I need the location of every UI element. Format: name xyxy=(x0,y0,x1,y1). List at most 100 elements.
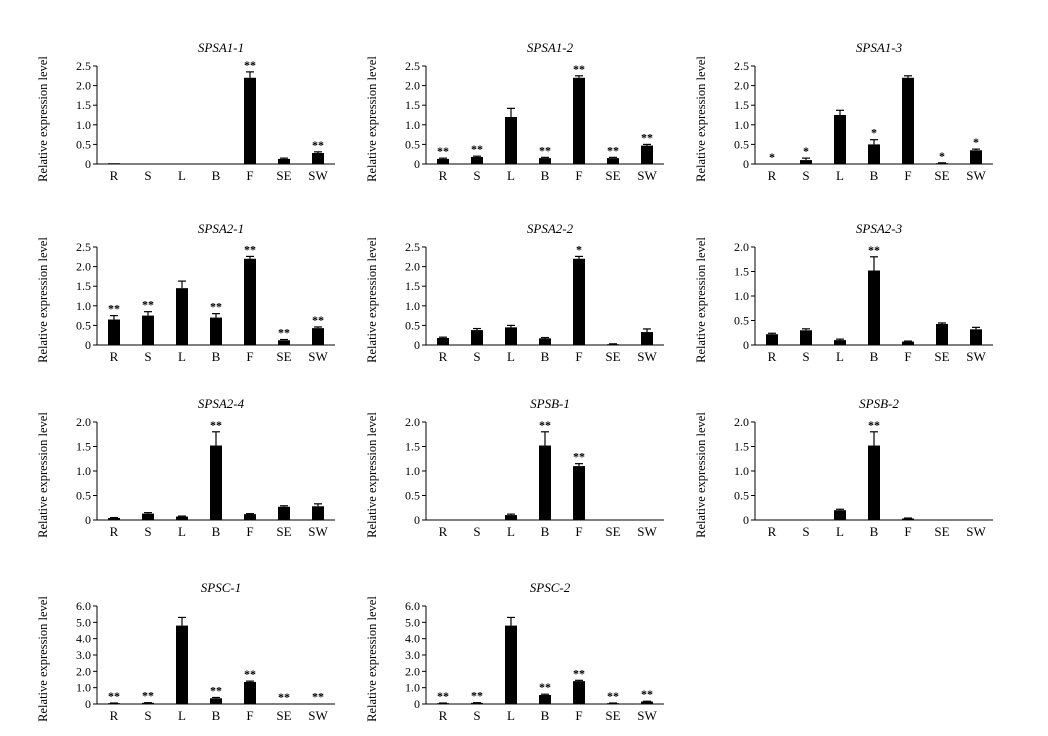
bar xyxy=(868,144,880,164)
x-tick-label: SE xyxy=(276,349,291,364)
x-tick-label: SW xyxy=(966,168,986,183)
x-tick-label: F xyxy=(246,168,253,183)
y-tick-label: 1.0 xyxy=(76,118,91,132)
x-tick-label: R xyxy=(110,524,119,539)
chart-title: SPSC-1 xyxy=(201,580,241,595)
x-tick-label: F xyxy=(904,349,911,364)
bar xyxy=(902,341,914,345)
bar xyxy=(142,315,154,345)
bar xyxy=(505,327,517,345)
y-tick-label: 2.0 xyxy=(405,79,420,93)
y-tick-label: 0 xyxy=(414,338,420,352)
y-tick-label: 1.0 xyxy=(734,289,749,303)
y-tick-label: 1.5 xyxy=(76,98,91,112)
x-tick-label: SE xyxy=(276,168,291,183)
y-tick-label: 0 xyxy=(85,513,91,527)
y-tick-label: 5.0 xyxy=(405,615,420,629)
x-tick-label: S xyxy=(802,168,809,183)
y-tick-label: 2.0 xyxy=(734,240,749,254)
significance-label: ** xyxy=(244,242,256,256)
x-tick-label: SW xyxy=(637,708,657,723)
bar xyxy=(505,625,517,704)
y-tick-label: 1.0 xyxy=(76,681,91,695)
x-tick-label: S xyxy=(802,349,809,364)
significance-label: ** xyxy=(312,313,324,327)
chart-title: SPSA1-2 xyxy=(527,40,574,55)
x-tick-label: SE xyxy=(934,168,949,183)
x-tick-label: SE xyxy=(605,524,620,539)
chart-title: SPSA1-1 xyxy=(198,40,244,55)
bar xyxy=(437,337,449,345)
y-tick-label: 2.0 xyxy=(405,415,420,429)
y-axis-label: Relative expression level xyxy=(36,237,50,363)
y-tick-label: 2.5 xyxy=(734,59,749,73)
x-tick-label: F xyxy=(575,349,582,364)
bar xyxy=(641,701,653,704)
bar xyxy=(936,323,948,345)
x-tick-label: R xyxy=(768,349,777,364)
x-tick-label: SE xyxy=(934,349,949,364)
y-tick-label: 2.0 xyxy=(76,664,91,678)
significance-label: ** xyxy=(471,689,483,703)
bar xyxy=(176,288,188,345)
significance-label: ** xyxy=(108,689,120,703)
y-tick-label: 0.5 xyxy=(734,489,749,503)
x-tick-label: R xyxy=(439,168,448,183)
bar xyxy=(108,163,120,164)
y-tick-label: 1.0 xyxy=(405,118,420,132)
bar xyxy=(936,163,948,164)
significance-label: ** xyxy=(573,666,585,680)
significance-label: ** xyxy=(244,667,256,681)
chart-panel: 0 0.5 1.0 1.5 2.0 2.5 Relative expression leve… xyxy=(365,40,664,183)
y-tick-label: 2.5 xyxy=(76,59,91,73)
chart-panel: 0 0.5 1.0 1.5 2.0 Relative expression level SP… xyxy=(36,396,335,539)
chart-title: SPSA1-3 xyxy=(856,40,903,55)
bar xyxy=(539,445,551,520)
significance-label: ** xyxy=(312,138,324,152)
bar xyxy=(641,145,653,164)
y-tick-label: 0 xyxy=(743,338,749,352)
x-tick-label: B xyxy=(541,524,550,539)
x-tick-label: S xyxy=(144,349,151,364)
x-tick-label: SW xyxy=(637,524,657,539)
chart-panel: 0 0.5 1.0 1.5 2.0 Relative expression level SP… xyxy=(694,396,993,539)
bar xyxy=(278,506,290,520)
bar xyxy=(210,698,222,704)
x-tick-label: L xyxy=(178,524,186,539)
x-tick-label: SW xyxy=(637,349,657,364)
x-tick-label: S xyxy=(144,524,151,539)
y-tick-label: 2.5 xyxy=(76,240,91,254)
significance-label: ** xyxy=(471,142,483,156)
y-tick-label: 0 xyxy=(414,697,420,711)
bar xyxy=(902,518,914,520)
bar xyxy=(607,158,619,164)
bar xyxy=(278,340,290,345)
x-tick-label: L xyxy=(836,524,844,539)
x-tick-label: L xyxy=(836,349,844,364)
bar xyxy=(176,516,188,520)
y-axis-label: Relative expression level xyxy=(36,412,50,538)
x-tick-label: L xyxy=(507,524,515,539)
x-tick-label: S xyxy=(473,168,480,183)
bar xyxy=(312,153,324,164)
x-tick-label: R xyxy=(439,708,448,723)
x-tick-label: L xyxy=(178,349,186,364)
x-tick-label: B xyxy=(212,168,221,183)
y-axis-label: Relative expression level xyxy=(365,412,379,538)
x-tick-label: L xyxy=(178,168,186,183)
bar xyxy=(108,518,120,520)
bar xyxy=(641,332,653,345)
y-tick-label: 0.5 xyxy=(76,318,91,332)
chart-panel: 0 0.5 1.0 1.5 2.0 2.5 Relative expression leve… xyxy=(694,40,993,183)
significance-label: ** xyxy=(539,680,551,694)
y-tick-label: 2.0 xyxy=(405,260,420,274)
bar xyxy=(607,344,619,345)
x-tick-label: SW xyxy=(308,708,328,723)
significance-label: ** xyxy=(244,58,256,72)
y-tick-label: 1.0 xyxy=(405,681,420,695)
significance-label: * xyxy=(939,149,945,163)
y-tick-label: 5.0 xyxy=(76,615,91,629)
bar xyxy=(800,160,812,164)
x-tick-label: SW xyxy=(308,524,328,539)
significance-label: ** xyxy=(278,326,290,340)
